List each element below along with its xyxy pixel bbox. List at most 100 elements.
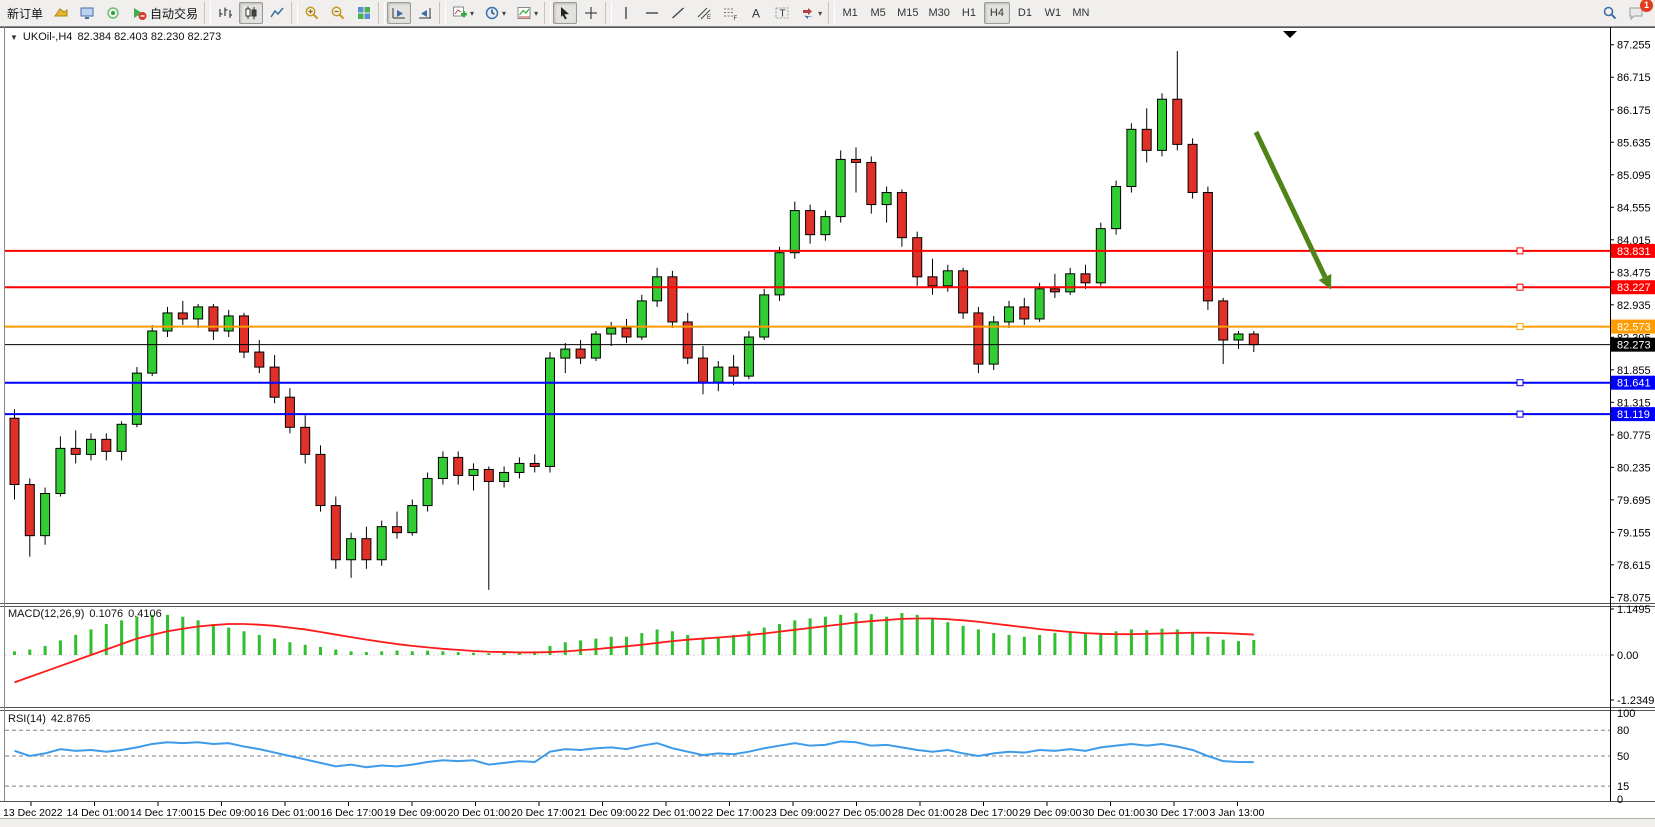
price-axis[interactable]: 87.255 86.715 86.175 85.635 85.095 84.555 84.0…: [1610, 40, 1651, 605]
arrows-icon[interactable]: ▾: [796, 2, 826, 24]
timeframe-M30[interactable]: M30: [928, 7, 950, 19]
date-axis[interactable]: 13 Dec 2022 14 Dec 01:00 14 Dec 17:00 15 De…: [3, 802, 1265, 819]
vertical-line-icon[interactable]: [614, 2, 638, 24]
chevron-down-icon[interactable]: ▼: [10, 32, 18, 42]
svg-text:28 Dec 17:00: 28 Dec 17:00: [956, 807, 1019, 819]
svg-text:82.273: 82.273: [1617, 340, 1651, 352]
trendline-icon[interactable]: [666, 2, 690, 24]
bars-chart-icon[interactable]: [213, 2, 237, 24]
candlestick-series: [9, 51, 1259, 590]
chevron-down-icon: ▾: [818, 8, 823, 18]
toolbar-separator: [828, 2, 836, 24]
trend-arrow-annotation[interactable]: [1253, 31, 1332, 290]
svg-text:20 Dec 01:00: 20 Dec 01:00: [448, 807, 511, 819]
chart-shift-marker: [1283, 31, 1297, 38]
timeframe-M15[interactable]: M15: [897, 7, 919, 19]
text-label-icon[interactable]: T: [770, 2, 794, 24]
svg-text:82.935: 82.935: [1617, 300, 1651, 312]
svg-text:83.831: 83.831: [1617, 246, 1651, 258]
toolbar-separator: [439, 2, 447, 24]
svg-text:86.175: 86.175: [1617, 105, 1651, 117]
svg-text:78.615: 78.615: [1617, 560, 1651, 572]
svg-text:80: 80: [1617, 725, 1629, 737]
svg-text:23 Dec 09:00: 23 Dec 09:00: [765, 807, 828, 819]
search-icon[interactable]: [1598, 2, 1622, 24]
chevron-down-icon: ▾: [534, 8, 539, 18]
svg-text:3 Jan 13:00: 3 Jan 13:00: [1210, 807, 1265, 819]
crosshair-icon[interactable]: [579, 2, 603, 24]
symbol-period-label: UKOil-,H4: [22, 31, 73, 43]
svg-text:28 Dec 01:00: 28 Dec 01:00: [892, 807, 955, 819]
window-bottom-edge: [0, 818, 1655, 827]
equidistant-channel-icon[interactable]: E: [692, 2, 716, 24]
add-indicator-icon[interactable]: ▾: [448, 2, 478, 24]
svg-text:100: 100: [1617, 708, 1635, 720]
chart-shift-icon[interactable]: [413, 2, 437, 24]
svg-text:79.695: 79.695: [1617, 495, 1651, 507]
svg-text:87.255: 87.255: [1617, 40, 1651, 52]
svg-text:21 Dec 09:00: 21 Dec 09:00: [575, 807, 638, 819]
tile-windows-icon[interactable]: [352, 2, 376, 24]
navigator-icon[interactable]: [49, 2, 73, 24]
svg-text:22 Dec 17:00: 22 Dec 17:00: [702, 807, 765, 819]
horizontal-line-icon[interactable]: [640, 2, 664, 24]
panel-frames: [0, 27, 1655, 802]
svg-text:81.855: 81.855: [1617, 365, 1651, 377]
terminal-icon[interactable]: [75, 2, 99, 24]
zoom-in-icon[interactable]: [300, 2, 324, 24]
auto-scroll-icon[interactable]: [387, 2, 412, 24]
text-icon[interactable]: A: [744, 2, 768, 24]
timeframe-M5[interactable]: M5: [870, 7, 886, 19]
chart-canvas[interactable]: 87.255 86.715 86.175 85.635 85.095 84.555 84.0…: [0, 27, 1655, 827]
macd-name: MACD(12,26,9): [8, 608, 85, 620]
zoom-out-icon[interactable]: [326, 2, 350, 24]
svg-text:20 Dec 17:00: 20 Dec 17:00: [511, 807, 574, 819]
rsi-name: RSI(14): [8, 713, 46, 725]
svg-text:80.775: 80.775: [1617, 430, 1651, 442]
macd-indicator-label: MACD(12,26,9) 0.1076 0.4106: [8, 608, 162, 620]
new-order-button[interactable]: 新订单: [7, 6, 44, 21]
svg-text:85.635: 85.635: [1617, 137, 1651, 149]
toolbar-separator: [605, 2, 613, 24]
timeframe-MN[interactable]: MN: [1072, 7, 1090, 19]
svg-text:78.075: 78.075: [1617, 592, 1651, 604]
chat-icon[interactable]: 1: [1624, 0, 1653, 24]
svg-text:0.00: 0.00: [1617, 650, 1638, 662]
svg-text:13 Dec 2022: 13 Dec 2022: [3, 807, 63, 819]
toolbar-separator: [378, 2, 386, 24]
notification-badge[interactable]: 1: [1640, 0, 1653, 12]
fibonacci-icon[interactable]: F: [718, 2, 742, 24]
toolbar-separator: [544, 2, 552, 24]
horizontal-line-objects: 83.831 83.227 82.573 82.273 81.641 81.119: [5, 243, 1655, 422]
macd-main-value: 0.1076: [89, 608, 124, 620]
signal-service-icon[interactable]: [101, 2, 125, 24]
timeframe-W1[interactable]: W1: [1044, 7, 1062, 19]
timeframe-M1[interactable]: M1: [842, 7, 858, 19]
autotrading-button[interactable]: 自动交易: [127, 2, 202, 24]
svg-text:81.315: 81.315: [1617, 397, 1651, 409]
chart-window: 87.255 86.715 86.175 85.635 85.095 84.555 84.0…: [0, 27, 1655, 827]
svg-text:14 Dec 01:00: 14 Dec 01:00: [67, 807, 130, 819]
svg-text:84.015: 84.015: [1617, 235, 1651, 247]
svg-text:F: F: [734, 16, 738, 21]
svg-text:15: 15: [1617, 781, 1629, 793]
line-chart-icon[interactable]: [265, 2, 289, 24]
template-icon[interactable]: ▾: [512, 2, 542, 24]
svg-text:T: T: [780, 9, 786, 20]
toolbar-separator: [204, 2, 212, 24]
svg-text:19 Dec 09:00: 19 Dec 09:00: [384, 807, 447, 819]
rsi-value: 42.8765: [50, 713, 91, 725]
macd-panel: 1.1495 0.00 -1.2349: [5, 604, 1654, 707]
timeframe-H1[interactable]: H1: [961, 7, 976, 19]
cursor-icon[interactable]: [553, 2, 578, 24]
svg-text:81.641: 81.641: [1617, 378, 1651, 390]
svg-text:A: A: [752, 7, 760, 21]
timeframe-D1[interactable]: D1: [1017, 7, 1032, 19]
svg-text:16 Dec 17:00: 16 Dec 17:00: [321, 807, 384, 819]
svg-text:16 Dec 01:00: 16 Dec 01:00: [257, 807, 320, 819]
timeframes-clock-icon[interactable]: ▾: [480, 2, 510, 24]
svg-text:79.155: 79.155: [1617, 527, 1651, 539]
candlestick-chart-icon[interactable]: [239, 2, 264, 24]
timeframe-H4[interactable]: H4: [983, 2, 1010, 24]
